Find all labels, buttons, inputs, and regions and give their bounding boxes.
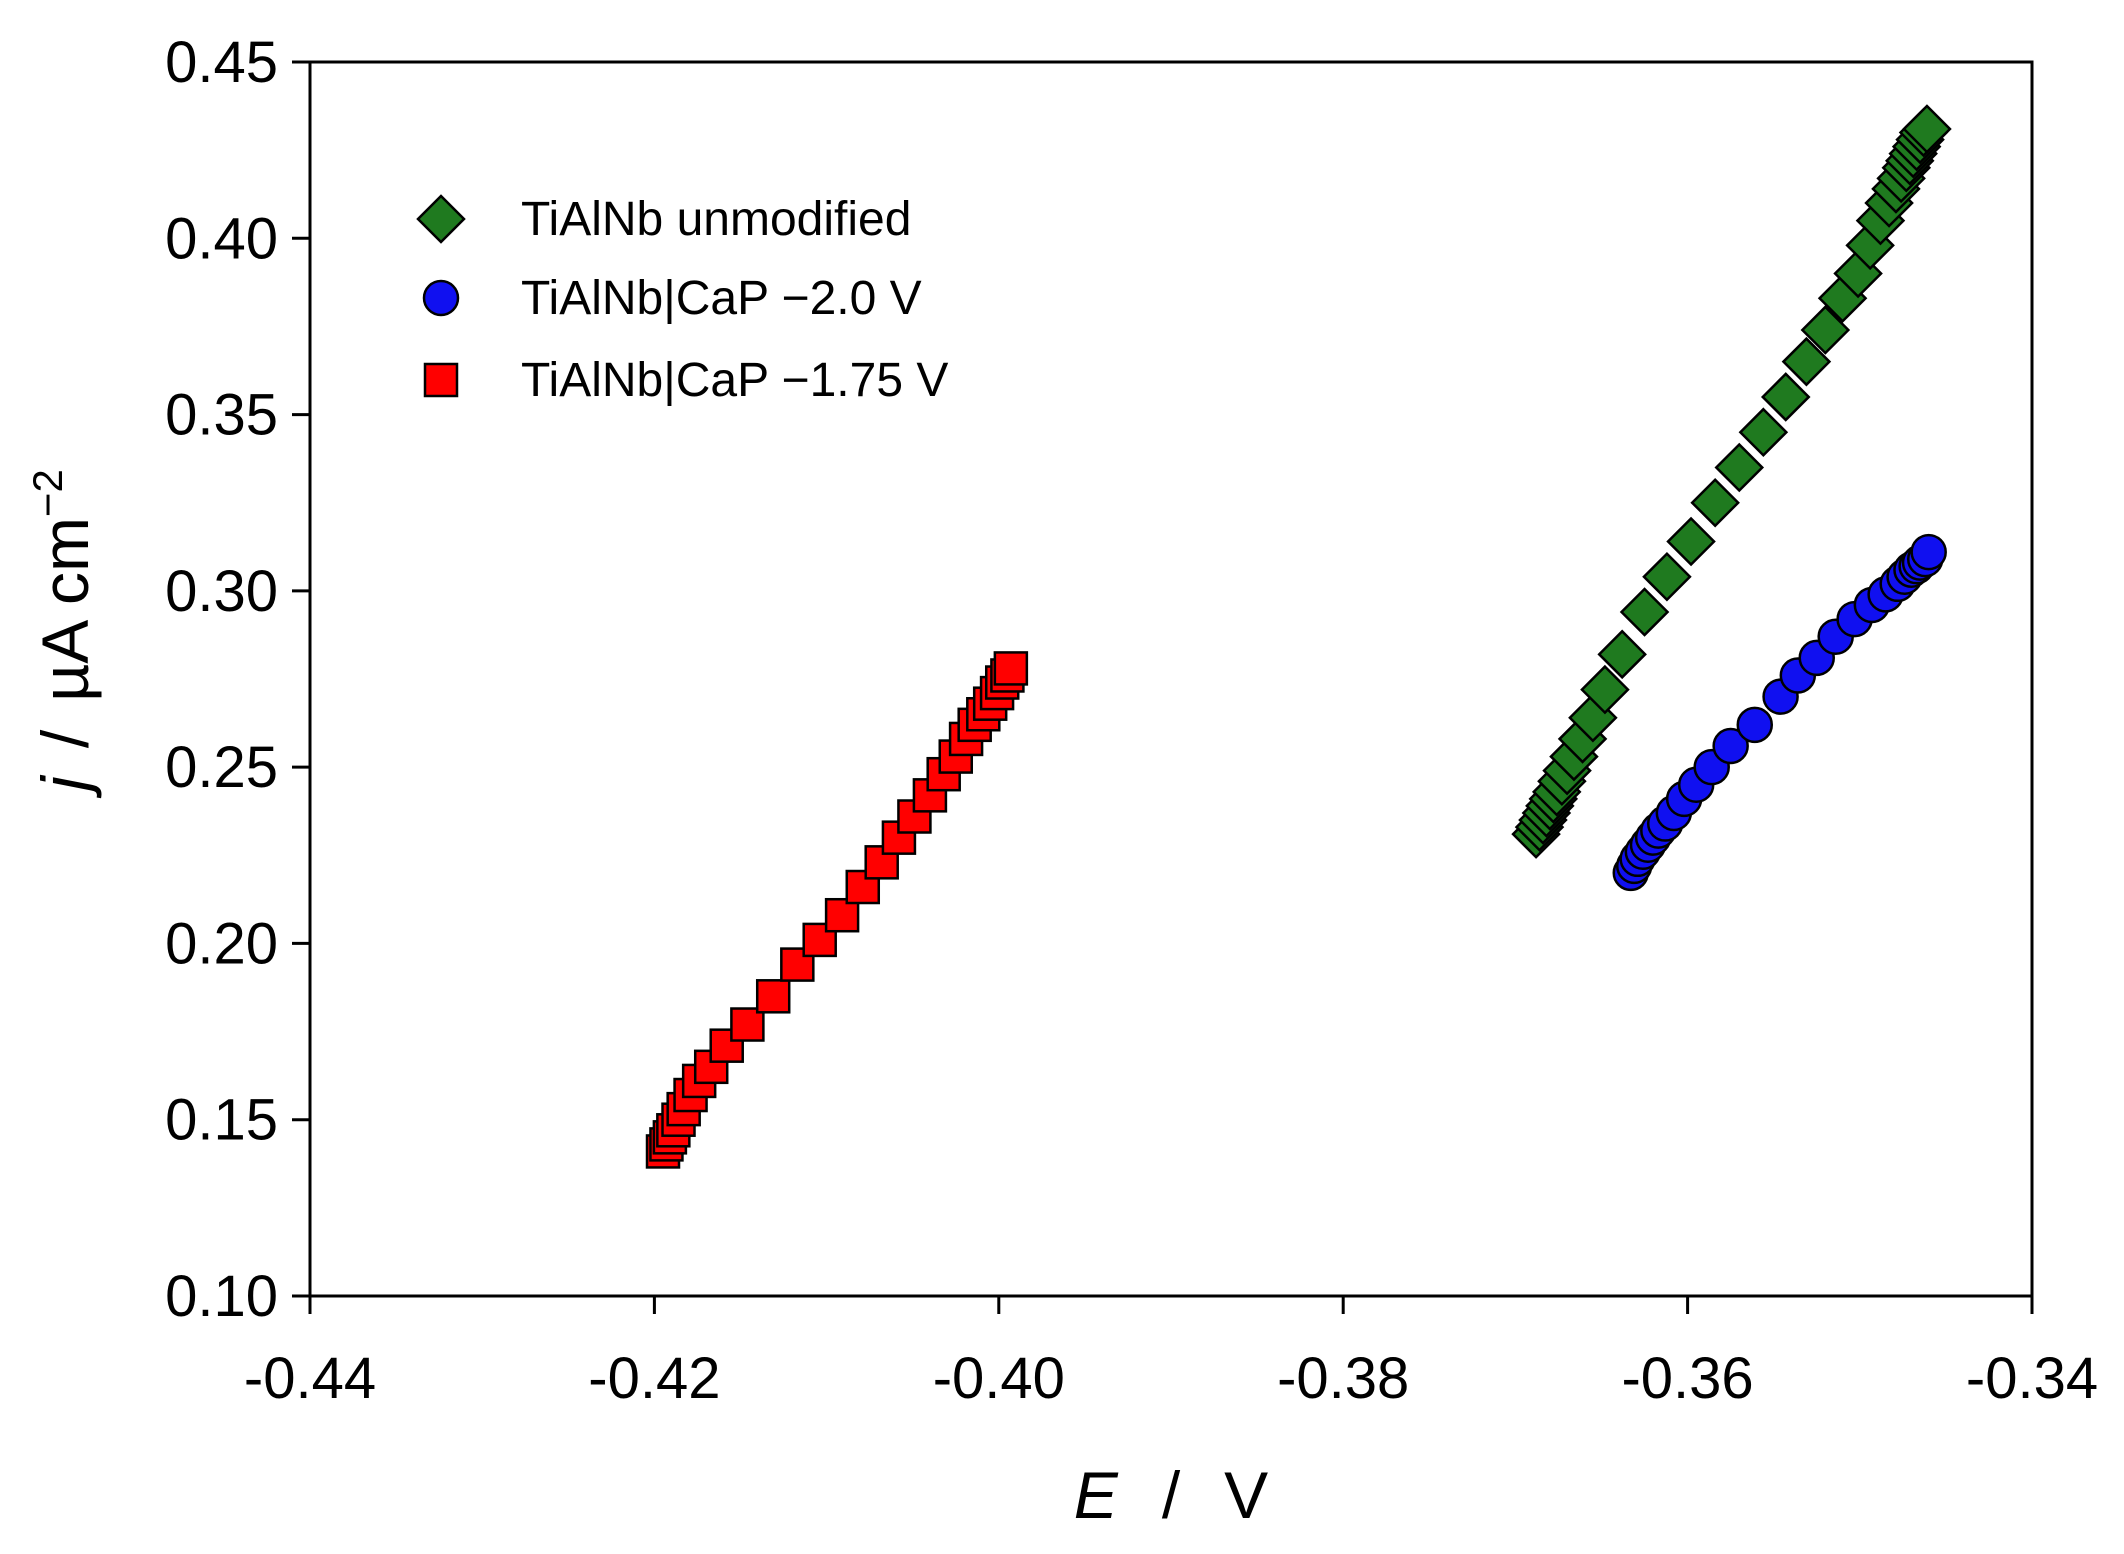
y-tick-label: 0.40 <box>165 206 278 271</box>
y-tick-label: 0.45 <box>165 30 278 95</box>
data-point <box>1712 727 1749 765</box>
y-axis-unit: µA cm <box>28 517 102 702</box>
data-point <box>1760 372 1811 422</box>
x-axis-title: E / V <box>1074 1458 1268 1532</box>
y-tick-label: 0.20 <box>165 911 278 976</box>
x-tick-label: -0.42 <box>588 1346 720 1411</box>
x-axis-symbol: E <box>1074 1458 1119 1532</box>
y-tick-label: 0.30 <box>165 559 278 624</box>
series-diamond <box>1511 104 1952 859</box>
data-point <box>1597 629 1647 680</box>
data-point <box>709 1028 744 1063</box>
data-point <box>1781 336 1832 387</box>
data-point <box>1642 551 1692 602</box>
legend: TiAlNb unmodified TiAlNb|CaP −2.0 V TiAlNb… <box>416 193 948 407</box>
legend-marker <box>423 362 459 398</box>
data-point <box>1800 305 1851 355</box>
data-point <box>1619 587 1670 637</box>
legend-marker <box>416 194 466 244</box>
x-axis-separator: / <box>1162 1458 1181 1532</box>
data-point <box>1690 477 1740 528</box>
series-square <box>645 651 1029 1169</box>
plot-area <box>645 104 1952 1169</box>
legend-label: TiAlNb unmodified <box>521 193 911 246</box>
data-point <box>845 869 881 905</box>
y-tick-label: 0.25 <box>165 735 278 800</box>
data-point <box>824 897 860 933</box>
x-axis: -0.44 -0.42 -0.40 -0.38 -0.36 -0.34 <box>244 1296 2098 1411</box>
legend-label: TiAlNb|CaP −2.0 V <box>521 272 922 325</box>
legend-label: TiAlNb|CaP −1.75 V <box>521 354 948 407</box>
y-axis-unit-exponent: −2 <box>24 469 71 517</box>
data-point <box>730 1007 765 1042</box>
data-point <box>1714 442 1765 493</box>
x-tick-label: -0.36 <box>1621 1346 1753 1411</box>
data-point <box>755 979 791 1014</box>
x-tick-label: -0.34 <box>1966 1346 2098 1411</box>
plot-frame <box>308 60 2034 1298</box>
y-tick-label: 0.10 <box>165 1264 278 1329</box>
y-axis: 0.10 0.15 0.20 0.25 0.30 0.35 0.40 0.45 <box>165 30 310 1329</box>
data-point <box>1910 533 1947 571</box>
data-point <box>1736 706 1774 744</box>
data-point <box>1666 516 1716 567</box>
x-tick-label: -0.40 <box>933 1346 1065 1411</box>
y-axis-separator: / <box>28 729 102 748</box>
x-tick-label: -0.38 <box>1277 1346 1409 1411</box>
y-axis-symbol: j <box>28 774 102 799</box>
y-tick-label: 0.35 <box>165 383 278 448</box>
data-point <box>1738 407 1789 457</box>
legend-marker <box>422 279 460 317</box>
data-point <box>1902 104 1952 154</box>
series-circle <box>1612 533 1947 892</box>
data-point <box>993 651 1029 686</box>
data-point <box>1580 664 1630 715</box>
x-axis-unit: V <box>1224 1458 1268 1532</box>
x-tick-label: -0.44 <box>244 1346 376 1411</box>
y-axis-title: j / µA cm−2 <box>24 469 102 799</box>
y-tick-label: 0.15 <box>165 1088 278 1153</box>
